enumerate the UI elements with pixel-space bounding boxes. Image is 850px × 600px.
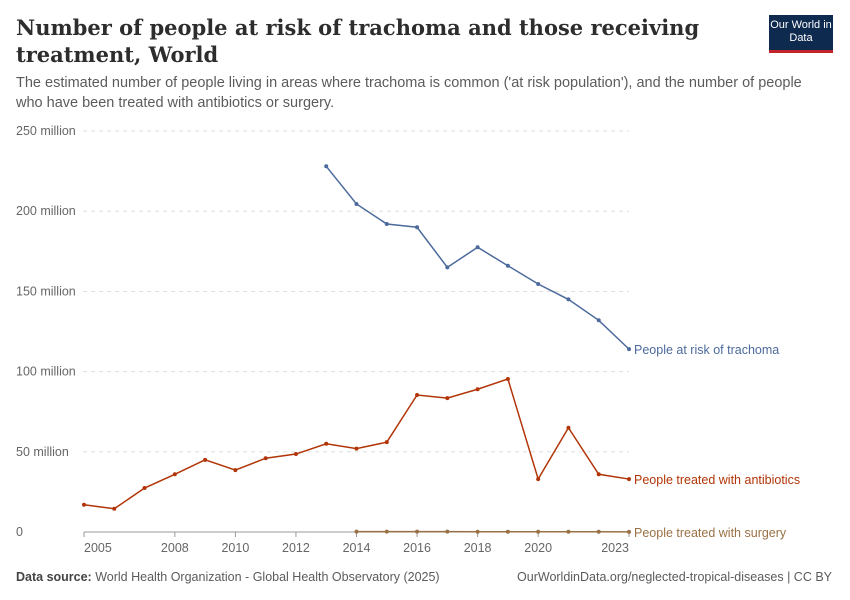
- data-point: [536, 529, 541, 534]
- data-point: [596, 318, 601, 323]
- data-point: [627, 477, 631, 482]
- data-point: [415, 393, 420, 398]
- data-point: [536, 282, 541, 287]
- data-point: [475, 529, 480, 534]
- x-tick-label: 2012: [282, 541, 310, 555]
- x-tick-label: 2016: [403, 541, 431, 555]
- data-point: [384, 222, 389, 227]
- x-tick-label: 2020: [524, 541, 552, 555]
- series-label: People treated with antibiotics: [634, 473, 800, 487]
- data-point: [354, 529, 359, 534]
- data-point: [627, 529, 631, 534]
- data-point: [324, 164, 329, 169]
- data-point: [505, 376, 510, 381]
- data-point: [112, 506, 117, 511]
- data-point: [445, 396, 450, 401]
- data-point: [384, 440, 389, 445]
- data-point: [172, 472, 177, 477]
- data-point: [354, 446, 359, 451]
- data-point: [142, 486, 147, 491]
- data-point: [384, 529, 389, 534]
- x-tick-label: 2023: [601, 541, 629, 555]
- data-source-text[interactable]: World Health Organization - Global Healt…: [95, 570, 440, 584]
- x-tick-label: 2008: [161, 541, 189, 555]
- series-line: [83, 378, 630, 510]
- footer-link[interactable]: OurWorldinData.org/neglected-tropical-di…: [517, 570, 832, 584]
- series-line: [325, 165, 630, 350]
- data-point: [566, 297, 571, 302]
- data-point: [415, 225, 420, 230]
- data-point: [354, 201, 359, 206]
- chart-title: Number of people at risk of trachoma and…: [16, 15, 700, 67]
- owid-logo[interactable]: Our World in Data: [769, 15, 833, 53]
- data-point: [536, 477, 541, 482]
- series-label: People treated with surgery: [634, 526, 787, 540]
- data-point: [445, 529, 450, 534]
- data-point: [475, 387, 480, 392]
- data-point: [415, 529, 420, 534]
- data-source-label: Data source:: [16, 570, 92, 584]
- x-tick-label: 2018: [464, 541, 492, 555]
- data-point: [596, 529, 601, 534]
- data-point: [293, 452, 298, 457]
- x-tick-label: 2010: [221, 541, 249, 555]
- data-point: [566, 425, 571, 430]
- data-point: [203, 457, 208, 462]
- data-point: [627, 347, 631, 352]
- y-tick-label: 200 million: [16, 204, 76, 218]
- y-tick-label: 250 million: [16, 124, 76, 138]
- data-point: [324, 441, 329, 446]
- data-point: [263, 456, 268, 461]
- data-source: Data source: World Health Organization -…: [16, 570, 440, 584]
- data-point: [475, 245, 480, 250]
- y-tick-label: 50 million: [16, 445, 69, 459]
- data-point: [566, 529, 571, 534]
- y-tick-label: 100 million: [16, 365, 76, 379]
- chart-subtitle: The estimated number of people living in…: [16, 75, 802, 111]
- series-label: People at risk of trachoma: [634, 343, 779, 357]
- y-tick-label: 0: [16, 525, 23, 539]
- x-tick-label: 2005: [84, 541, 112, 555]
- data-point: [233, 468, 238, 473]
- data-point: [445, 265, 450, 270]
- data-point: [505, 263, 510, 268]
- data-point: [596, 472, 601, 477]
- y-tick-label: 150 million: [16, 284, 76, 298]
- data-point: [505, 529, 510, 534]
- data-point: [82, 502, 86, 507]
- x-tick-label: 2014: [343, 541, 371, 555]
